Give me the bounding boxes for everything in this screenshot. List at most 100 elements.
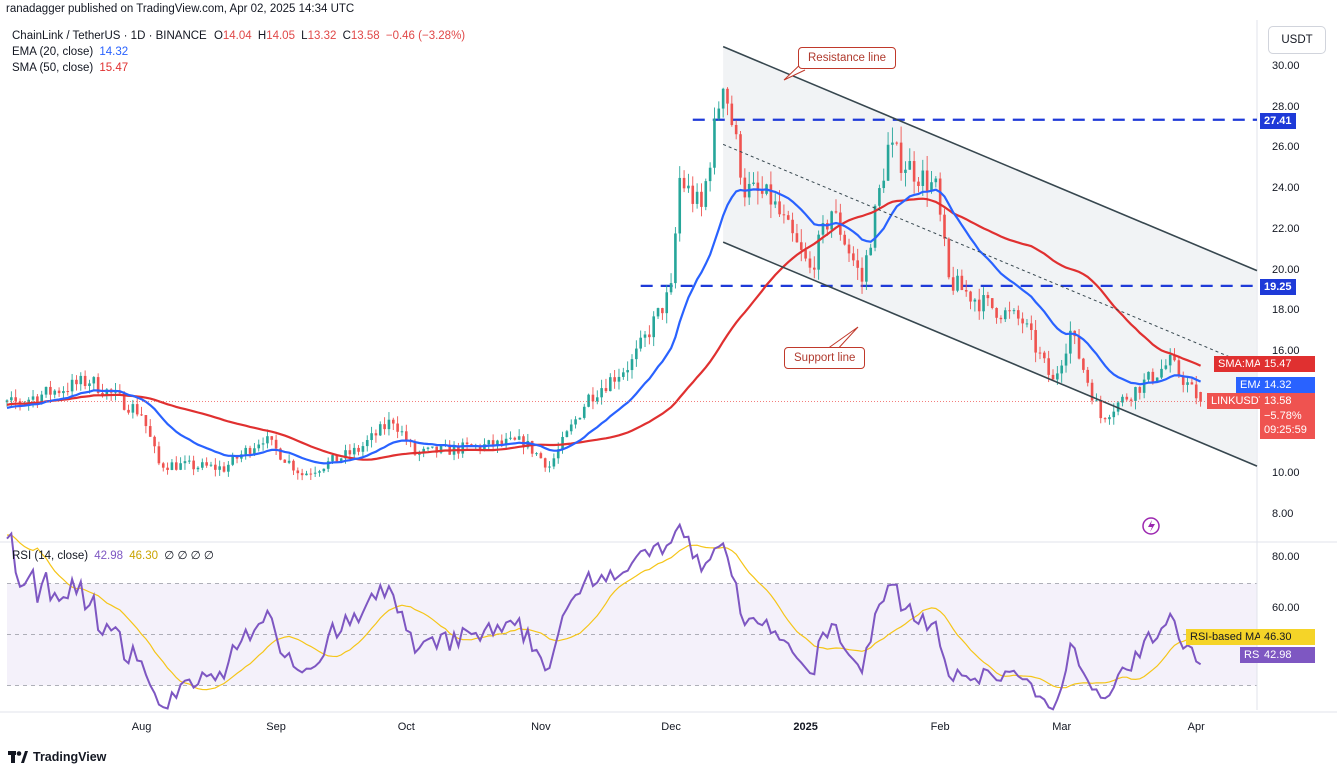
candle-body <box>40 394 44 404</box>
price-tick-label: 8.00 <box>1272 508 1294 520</box>
candle-body <box>18 401 22 404</box>
candle-body <box>1164 365 1168 369</box>
candle-body <box>778 201 781 215</box>
candle-body <box>270 436 274 440</box>
candle-body <box>170 462 174 470</box>
candle-body <box>127 409 130 413</box>
time-tick-label: Sep <box>266 721 286 733</box>
candle-body <box>1108 417 1111 420</box>
candle-body <box>331 455 334 462</box>
rsi-tag-label: RSI <box>1240 647 1267 663</box>
candle-body <box>387 419 391 430</box>
candle-body <box>682 177 686 189</box>
candle-body <box>1043 352 1046 359</box>
time-tick-label: Feb <box>930 721 950 733</box>
candle-body <box>951 277 955 291</box>
candle-body <box>431 446 434 448</box>
candle-body <box>982 295 985 312</box>
candle-body <box>166 467 169 470</box>
candle-body <box>513 437 517 440</box>
candle-body <box>1021 318 1024 324</box>
candle-body <box>812 267 816 270</box>
price-tick-label: 22.00 <box>1272 222 1300 235</box>
candle-body <box>587 394 590 407</box>
currency-button[interactable]: USDT <box>1268 26 1326 54</box>
high-value: 14.05 <box>266 30 295 42</box>
candle-body <box>144 415 148 427</box>
candle-body <box>248 447 252 454</box>
candle-body <box>973 299 977 302</box>
candle-body <box>405 431 408 441</box>
candle-body <box>895 142 899 144</box>
sma-50-line <box>6 197 1202 461</box>
footer-brand: TradingView <box>33 750 107 764</box>
candle-body <box>917 181 920 186</box>
channel-midline <box>722 143 1258 369</box>
candle-body <box>977 299 981 312</box>
candle-body <box>1168 354 1172 366</box>
candle-body <box>400 431 404 433</box>
candle-body <box>847 244 851 254</box>
candle-body <box>687 185 690 189</box>
candle-body <box>205 462 208 466</box>
candle-body <box>370 433 373 441</box>
candle-body <box>1099 400 1103 419</box>
candle-body <box>266 436 269 444</box>
ema-tag-value: 14.32 <box>1260 377 1315 393</box>
candle-body <box>908 161 912 170</box>
rsi-ma-legend-value: 46.30 <box>129 550 159 562</box>
candle-body <box>504 438 508 445</box>
candle-body <box>760 190 764 194</box>
candle-body <box>1047 358 1050 375</box>
candle-body <box>743 177 747 198</box>
candle-body <box>960 275 964 291</box>
candle-body <box>700 191 703 207</box>
resistance-line <box>722 45 1258 272</box>
level-tag-mid: 19.25 <box>1260 279 1296 295</box>
candle-body <box>344 450 347 459</box>
price-tick-label: 28.00 <box>1272 100 1300 113</box>
candle-body <box>500 440 504 445</box>
candle-body <box>608 377 612 392</box>
candle-body <box>843 234 846 245</box>
rsi-tag-value: 42.98 <box>1260 647 1315 663</box>
candle-body <box>235 455 239 459</box>
candle-body <box>148 426 152 437</box>
candle-body <box>756 182 760 191</box>
candle-body <box>799 242 803 250</box>
candle-body <box>465 442 469 445</box>
lightning-icon <box>1148 520 1155 532</box>
candle-body <box>591 394 595 402</box>
candle-body <box>53 390 57 395</box>
candle-body <box>257 444 261 449</box>
candle-body <box>361 446 365 452</box>
candle-body <box>904 169 907 173</box>
candle-body <box>804 249 807 259</box>
price-tick-label: 10.00 <box>1272 467 1300 480</box>
sma-tag-label: SMA:MA <box>1214 356 1266 372</box>
candle-body <box>44 386 48 395</box>
candle-body <box>543 458 547 468</box>
candle-body <box>582 406 586 418</box>
candle-body <box>713 118 716 168</box>
candle-body <box>309 473 313 475</box>
candle-body <box>752 182 755 184</box>
candle-body <box>426 447 430 449</box>
candle-body <box>300 473 304 476</box>
ema-legend-value: 14.32 <box>99 46 129 58</box>
candle-body <box>648 334 651 338</box>
candle-body <box>287 460 291 463</box>
candle-body <box>834 211 838 213</box>
tradingview-logo[interactable]: TradingView <box>8 750 106 764</box>
candle-body <box>1095 400 1098 402</box>
candle-body <box>734 124 738 135</box>
candle-body <box>305 473 308 476</box>
candle-body <box>517 436 521 440</box>
rsi-tick-label: 60.00 <box>1272 602 1300 614</box>
candle-body <box>726 88 729 104</box>
time-tick-label: Aug <box>131 721 152 733</box>
candle-body <box>227 464 230 472</box>
candle-body <box>678 177 682 234</box>
candle-body <box>630 359 634 371</box>
